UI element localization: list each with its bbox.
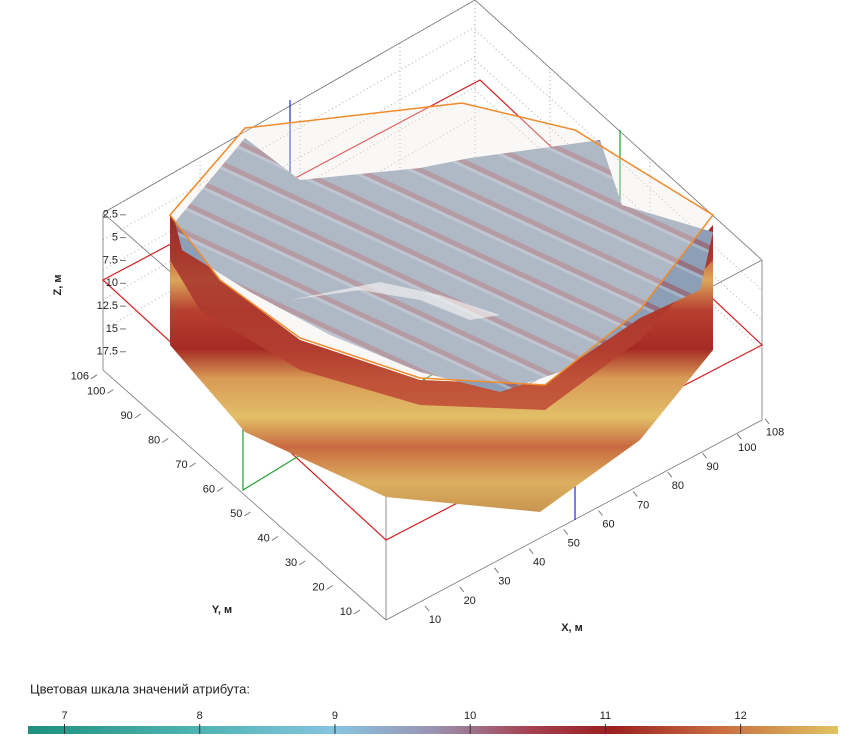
z-axis-label: Z, м	[52, 275, 64, 296]
y-tick-label: 80	[148, 434, 160, 446]
y-tick-label: 10	[340, 606, 352, 618]
z-tick-label: 2.5	[103, 209, 118, 221]
z-tick-label: 5	[112, 232, 118, 244]
colorbar-tick-label: 9	[332, 710, 338, 722]
y-tick	[244, 511, 251, 517]
x-tick-label: 108	[766, 427, 784, 439]
y-tick	[298, 560, 306, 566]
x-tick	[632, 491, 638, 497]
x-tick	[528, 548, 534, 555]
model-rim	[170, 215, 713, 410]
x-tick-label: 100	[738, 442, 756, 454]
y-tick-label: 20	[312, 581, 324, 593]
z-tick-label: 15	[106, 323, 118, 335]
y-tick	[134, 413, 142, 419]
colorbar-tick-label: 8	[197, 710, 203, 722]
y-tick-label: 60	[203, 483, 215, 495]
y-tick	[107, 389, 114, 394]
y-tick-label: 50	[230, 508, 242, 520]
x-tick-label: 70	[637, 499, 649, 511]
model-sides	[170, 215, 713, 512]
colorbar-title: Цветовая шкала значений атрибута:	[30, 681, 250, 696]
colorbar-tick-label: 7	[61, 710, 67, 722]
z-tick-label: 7.5	[103, 254, 118, 266]
x-axis-label: X, м	[561, 622, 583, 634]
colorbar-tick-label: 10	[464, 710, 476, 722]
x-tick-label: 40	[533, 557, 545, 569]
y-tick	[216, 487, 224, 492]
x-tick	[736, 433, 742, 440]
colorbar	[28, 726, 838, 734]
y-tick-label: 70	[175, 459, 187, 471]
y-tick-label: 30	[285, 557, 297, 569]
z-tick-label: 10	[106, 277, 118, 289]
z-tick-label: 12.5	[97, 300, 118, 312]
x-tick	[598, 510, 603, 516]
x-tick	[494, 567, 499, 574]
colorbar-tick-label: 12	[735, 710, 747, 722]
x-tick	[563, 529, 569, 535]
x-tick-label: 30	[498, 576, 510, 588]
x-tick-label: 90	[706, 461, 718, 473]
x-tick	[702, 452, 707, 459]
y-tick-label: 100	[87, 385, 105, 397]
x-tick	[459, 586, 465, 593]
x-tick-label: 80	[672, 480, 684, 492]
y-tick	[161, 438, 169, 443]
x-tick-label: 20	[464, 595, 476, 607]
colorbar-tick-label: 11	[600, 710, 611, 722]
y-tick	[326, 585, 333, 590]
y-tick	[189, 462, 196, 468]
x-tick	[667, 471, 673, 478]
outline-polygon	[169, 102, 715, 386]
y-tick	[353, 609, 361, 615]
x-tick-label: 50	[568, 538, 580, 550]
y-tick	[271, 536, 279, 541]
x-tick	[764, 418, 770, 425]
x-tick-label: 60	[602, 518, 614, 530]
x-tick-label: 10	[429, 614, 441, 626]
y-tick-label: 90	[121, 410, 133, 422]
z-tick-label: 17.5	[97, 346, 118, 358]
y-axis-label: Y, м	[212, 604, 232, 616]
model-top-surface	[175, 138, 713, 392]
x-tick	[424, 605, 430, 612]
y-tick-label: 40	[258, 532, 270, 544]
y-tick-label: 106	[71, 371, 89, 383]
model-hollow	[290, 282, 500, 320]
y-tick	[90, 374, 98, 380]
